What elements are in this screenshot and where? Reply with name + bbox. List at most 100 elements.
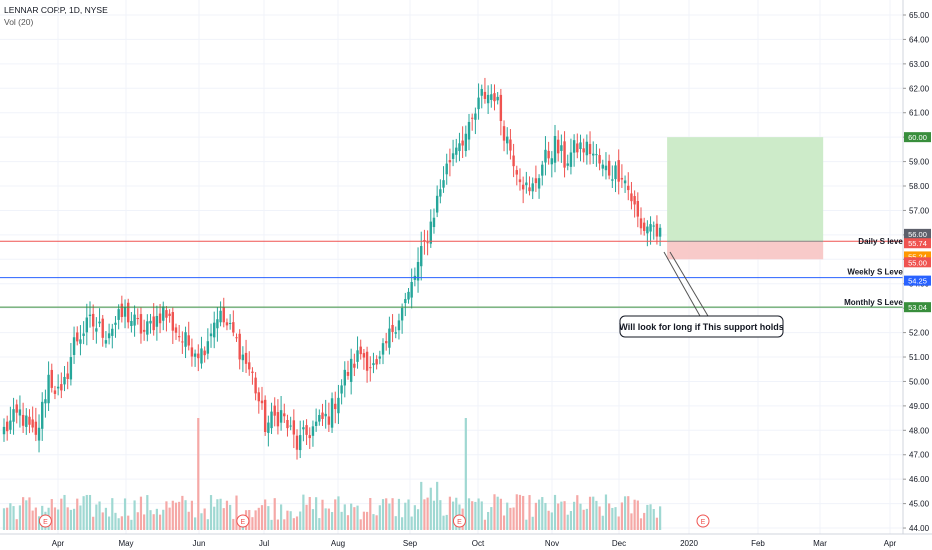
candle-body xyxy=(123,307,127,317)
volume-bar xyxy=(598,506,601,530)
candle-body xyxy=(461,140,464,146)
volume-bar xyxy=(432,500,436,530)
candle-body xyxy=(486,94,490,104)
candle-body xyxy=(47,374,50,404)
price-tag-label: 60.00 xyxy=(908,133,927,142)
volume-bar xyxy=(388,503,391,530)
time-tick-label: Jun xyxy=(193,539,206,548)
volume-bar xyxy=(592,496,595,530)
volume-bar xyxy=(130,519,133,530)
candle-body xyxy=(435,195,439,213)
volume-bar xyxy=(623,496,627,530)
candle-body xyxy=(133,314,136,326)
candle-body xyxy=(521,184,525,190)
price-tag-label: 55.00 xyxy=(908,258,927,267)
candle-body xyxy=(283,413,286,417)
candle-body xyxy=(423,240,426,242)
candle-body xyxy=(50,369,53,388)
candle-body xyxy=(53,390,57,394)
volume-bar xyxy=(566,514,569,530)
volume-bar xyxy=(525,519,528,530)
candle-body xyxy=(273,405,276,416)
candle-body xyxy=(114,322,117,325)
candle-body xyxy=(60,384,63,391)
time-tick-label: Apr xyxy=(52,539,65,548)
candle-body xyxy=(607,160,611,176)
volume-bar xyxy=(467,498,471,530)
time-tick-label: Dec xyxy=(612,539,626,548)
volume-bar xyxy=(194,517,197,530)
candle-body xyxy=(279,410,283,423)
volume-bar xyxy=(569,511,573,530)
candle-body xyxy=(190,347,194,357)
candle-body xyxy=(502,126,506,141)
candle-body xyxy=(257,392,260,402)
candle-body xyxy=(244,352,248,364)
volume-bar xyxy=(394,516,397,530)
candle-body xyxy=(588,144,592,155)
candle-body xyxy=(152,316,155,331)
candle-body xyxy=(346,371,350,376)
volume-bar xyxy=(611,507,614,530)
candle-body xyxy=(550,158,554,165)
candle-body xyxy=(130,320,133,326)
volume-bar xyxy=(534,502,537,530)
candle-body xyxy=(639,218,643,229)
volume-bar xyxy=(362,511,366,530)
volume-bar xyxy=(614,507,617,530)
volume-bar xyxy=(490,507,493,530)
volume-bar xyxy=(273,498,276,530)
volume-bar xyxy=(633,499,636,530)
volume-bar xyxy=(541,497,544,530)
volume-bar xyxy=(321,499,324,530)
candle-body xyxy=(219,310,222,323)
volume-bar xyxy=(448,496,451,530)
volume-bar xyxy=(359,519,362,530)
volume-bar xyxy=(496,496,499,530)
earnings-marker-icon xyxy=(452,514,466,528)
volume-bar xyxy=(655,517,659,530)
volume-bar xyxy=(311,509,315,530)
volume-bar xyxy=(25,500,28,530)
candle-body xyxy=(448,160,452,163)
candle-body xyxy=(652,225,655,227)
candle-body xyxy=(101,318,104,338)
volume-bar xyxy=(143,514,146,530)
candle-body xyxy=(426,242,429,244)
candle-body xyxy=(25,415,28,427)
candle-body xyxy=(397,320,401,331)
volume-bar xyxy=(477,498,480,530)
candle-body xyxy=(225,322,229,326)
volume-bar xyxy=(410,516,413,530)
volume-bar xyxy=(251,517,254,530)
candle-body xyxy=(515,170,518,175)
candle-body xyxy=(276,412,280,427)
volume-bar xyxy=(302,494,305,530)
volume-bar xyxy=(442,515,445,530)
candle-body xyxy=(553,135,557,163)
candle-body xyxy=(88,314,92,316)
candle-body xyxy=(37,427,41,441)
candle-body xyxy=(117,309,120,320)
candle-body xyxy=(286,419,289,429)
candle-body xyxy=(474,113,477,120)
volume-bar xyxy=(108,516,111,530)
volume-bar xyxy=(235,495,238,530)
candle-body xyxy=(295,435,299,450)
volume-indicator-label: Vol (20) xyxy=(4,17,34,27)
candle-body xyxy=(541,164,544,176)
volume-bar xyxy=(53,507,57,530)
level-label: Weekly S Level xyxy=(847,268,905,277)
position-stop-zone xyxy=(667,241,824,260)
volume-bar xyxy=(334,499,337,530)
volume-bar xyxy=(356,505,359,530)
volume-bar xyxy=(2,508,6,530)
volume-bar xyxy=(158,514,162,530)
price-tick-label: 57.00 xyxy=(909,206,930,215)
volume-bar xyxy=(601,515,604,530)
candle-body xyxy=(241,354,245,361)
volume-bar xyxy=(445,514,448,530)
callout-box xyxy=(619,315,784,338)
volume-bar xyxy=(79,505,82,530)
